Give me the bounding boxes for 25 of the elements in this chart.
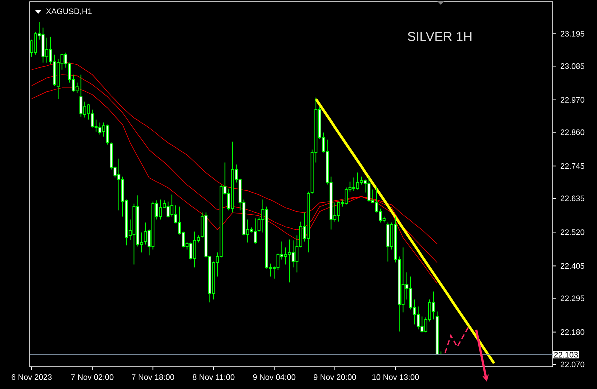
candlestick: [356, 172, 360, 190]
candlestick: [91, 109, 94, 128]
candlestick: [416, 306, 420, 330]
candlestick: [76, 82, 79, 94]
candlestick: [144, 222, 148, 246]
candlestick: [46, 37, 49, 64]
candlestick: [432, 291, 436, 320]
candlestick: [337, 201, 340, 222]
candlestick: [292, 240, 295, 268]
candlestick: [98, 122, 102, 136]
candlestick: [344, 187, 348, 206]
candlestick: [190, 242, 193, 260]
candlestick: [80, 74, 83, 118]
candlestick: [106, 124, 110, 146]
annotation: SILVER 1H: [408, 32, 472, 42]
candlestick: [193, 231, 196, 268]
candlestick: [34, 32, 38, 56]
candlestick: [386, 222, 390, 262]
candlestick: [368, 176, 371, 202]
candlestick: [352, 177, 356, 192]
candlestick: [42, 27, 45, 64]
candlestick: [118, 158, 121, 212]
candlestick: [402, 247, 405, 314]
candlestick: [254, 218, 257, 244]
candlestick: [288, 239, 292, 284]
